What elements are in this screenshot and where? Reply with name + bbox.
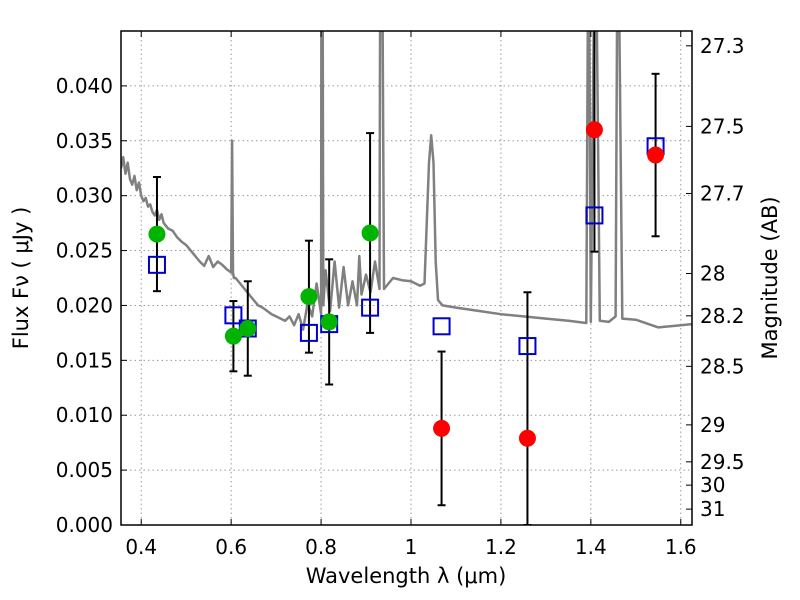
detection-point xyxy=(239,319,257,337)
x-tick-label: 1.2 xyxy=(485,535,517,559)
detection-point xyxy=(320,313,338,331)
x-tick-labels: 0.4 0.6 0.8 1 1.2 1.4 1.6 xyxy=(125,535,696,559)
x-tick-label: 1.6 xyxy=(665,535,697,559)
y-tick-label: 0.015 xyxy=(56,348,113,372)
y-tick-label: 0.025 xyxy=(56,239,113,263)
magnitude-tick-label: 27.7 xyxy=(700,181,745,205)
model-flux-square xyxy=(432,317,451,336)
model-flux-square xyxy=(299,323,318,342)
non-detection-point xyxy=(433,419,451,437)
y-axis-label: Flux Fν ( μJy ) xyxy=(9,207,33,350)
non-detection-point xyxy=(518,429,536,447)
x-tick-label: 0.6 xyxy=(215,535,247,559)
detection-point xyxy=(361,224,379,242)
x-tick-label: 1.4 xyxy=(575,535,607,559)
y-tick-label: 0.040 xyxy=(56,74,113,98)
y-tick-label: 0.035 xyxy=(56,129,113,153)
magnitude-tick-label: 31 xyxy=(700,497,725,521)
plot-frame xyxy=(120,30,693,526)
detection-point xyxy=(148,225,166,243)
magnitude-tick-label: 27.3 xyxy=(700,34,745,58)
magnitude-tick-label: 28.2 xyxy=(700,304,745,328)
model-flux-square xyxy=(224,306,243,325)
model-flux-square xyxy=(585,206,604,225)
model-flux-square xyxy=(147,255,166,274)
model-spectrum-group xyxy=(121,31,692,331)
magnitude-axis-label: Magnitude (AB) xyxy=(758,196,782,359)
y-tick-label: 0.030 xyxy=(56,184,113,208)
magnitude-tick-label: 30 xyxy=(700,473,725,497)
model-spectrum-line xyxy=(121,31,692,331)
non-detection-point xyxy=(585,121,603,139)
y-tick-labels: 0.000 0.005 0.010 0.015 0.020 0.025 0.030 0.035… xyxy=(56,74,113,537)
model-flux-square xyxy=(518,337,537,356)
x-tick-label: 0.4 xyxy=(125,535,157,559)
x-tick-label: 1 xyxy=(405,535,418,559)
magnitude-tick-label: 29 xyxy=(700,413,725,437)
y-tick-label: 0.020 xyxy=(56,293,113,317)
plot-background xyxy=(121,31,692,525)
y-tick-label: 0.000 xyxy=(56,513,113,537)
magnitude-tick-label: 27.5 xyxy=(700,114,745,138)
model-flux-square xyxy=(361,298,380,317)
y-tick-label: 0.005 xyxy=(56,458,113,482)
non-detection-point xyxy=(647,146,665,164)
magnitude-tick-label: 29.5 xyxy=(700,450,745,474)
magnitude-tick-label: 28 xyxy=(700,262,725,286)
plot-border xyxy=(120,30,693,526)
magnitude-tick-label: 28.5 xyxy=(700,354,745,378)
detection-point xyxy=(300,288,318,306)
detection-point xyxy=(224,327,242,345)
x-axis-label: Wavelength λ (μm) xyxy=(306,564,507,588)
data-markers xyxy=(147,121,665,447)
y-tick-label: 0.010 xyxy=(56,403,113,427)
x-tick-label: 0.8 xyxy=(305,535,337,559)
